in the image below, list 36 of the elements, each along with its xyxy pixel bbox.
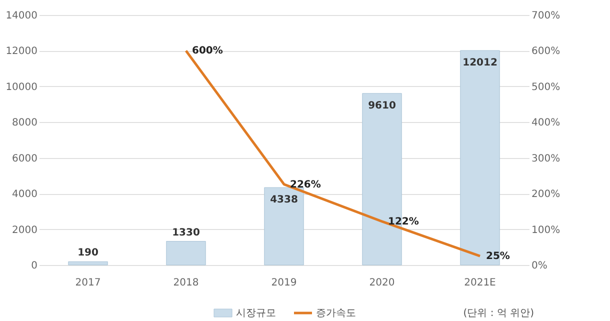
y2-tick-label: 0% — [532, 260, 548, 272]
x-tick-label: 2017 — [75, 278, 101, 288]
bar — [68, 261, 108, 266]
data-label: 600% — [192, 46, 223, 57]
y-tick-label: 8000 — [12, 118, 38, 129]
y-tick-label: 0 — [31, 260, 38, 272]
legend-label: 시장규모 — [236, 308, 276, 319]
y-tick-label: 2000 — [12, 224, 38, 236]
data-label: 12012 — [462, 58, 498, 68]
data-label: 9610 — [368, 100, 396, 112]
data-label: 1330 — [172, 227, 200, 238]
y-tick-label: 10000 — [6, 82, 38, 93]
y2-tick-label: 200% — [532, 189, 560, 200]
y-tick-label: 12000 — [6, 46, 38, 58]
data-label: 190 — [78, 248, 98, 259]
x-tick-label: 2020 — [369, 278, 395, 288]
y2-tick-label: 500% — [532, 82, 560, 93]
y2-tick-label: 300% — [532, 153, 560, 164]
y2-tick-label: 100% — [532, 224, 560, 236]
y2-tick-label: 400% — [532, 118, 560, 129]
y2-tick-label: 600% — [532, 46, 560, 58]
y-tick-label: 4000 — [12, 189, 38, 200]
data-label: 25% — [486, 251, 510, 262]
y-tick-label: 6000 — [12, 153, 38, 164]
y-tick-label: 14000 — [6, 10, 38, 22]
bar — [264, 187, 304, 266]
data-label: 4338 — [270, 194, 298, 206]
y2-tick-label: 700% — [532, 10, 560, 22]
data-label: 226% — [290, 179, 321, 190]
bar — [166, 241, 206, 266]
data-label: 122% — [388, 216, 419, 228]
x-tick-label: 2018 — [173, 278, 199, 288]
legend-label: 증가속도 — [316, 308, 356, 319]
text: (단위 : 억 위안) — [463, 308, 534, 319]
x-tick-label: 2021E — [464, 278, 496, 288]
x-tick-label: 2019 — [271, 278, 297, 288]
